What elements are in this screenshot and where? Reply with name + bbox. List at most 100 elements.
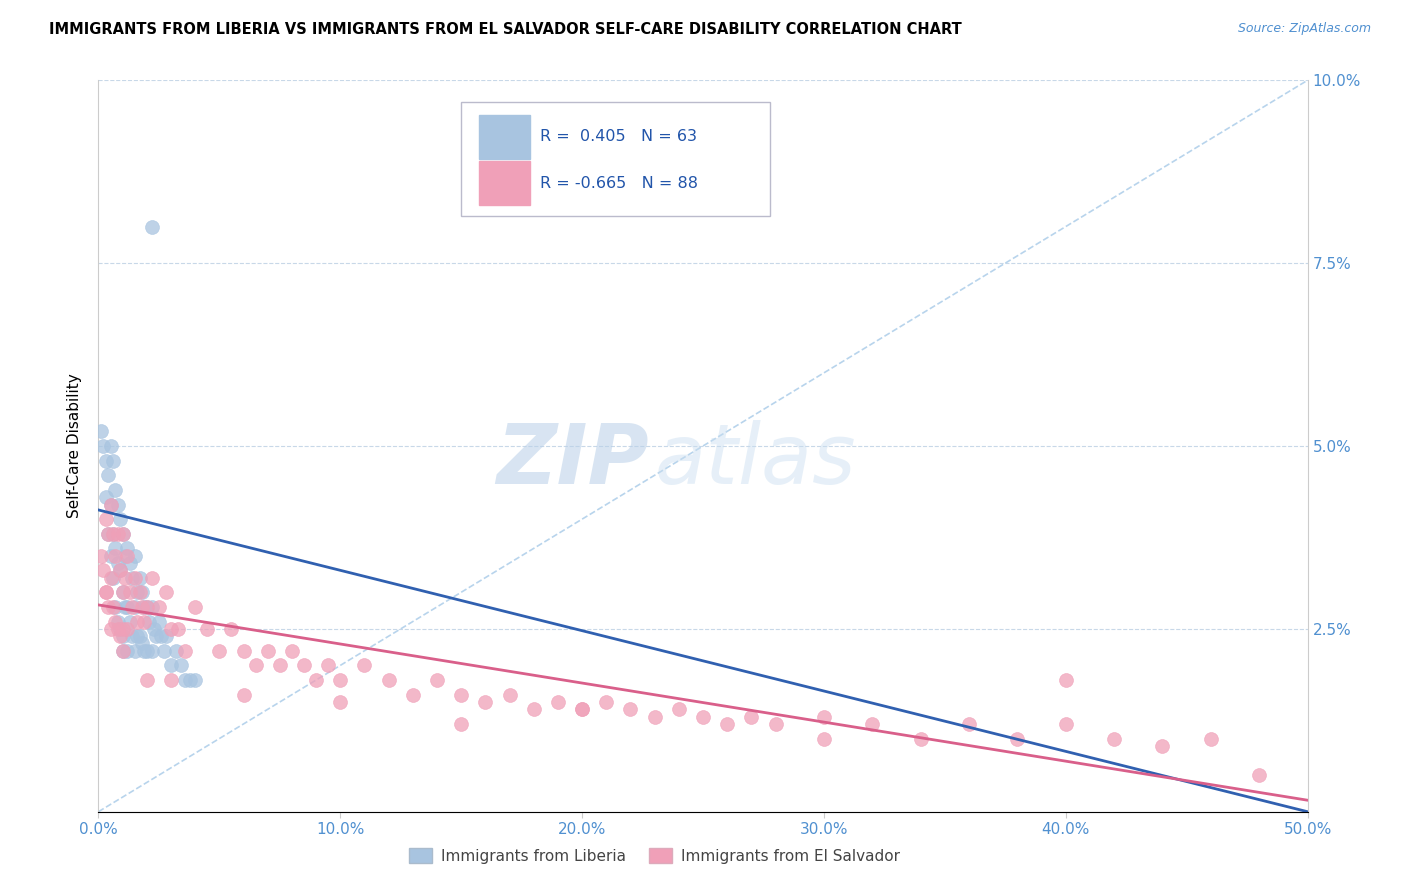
Point — [169, 658, 191, 673]
Point — [111, 622, 134, 636]
Point — [117, 599, 139, 614]
Point — [108, 563, 131, 577]
Point — [155, 629, 177, 643]
Point — [716, 717, 738, 731]
Point — [101, 526, 124, 541]
Point — [118, 615, 141, 629]
Point — [117, 644, 139, 658]
Point — [160, 658, 183, 673]
Point — [100, 622, 122, 636]
Point — [131, 599, 153, 614]
Point — [104, 549, 127, 563]
Point — [94, 585, 117, 599]
Point — [114, 571, 136, 585]
Point — [111, 585, 134, 599]
Point — [135, 673, 157, 687]
Point — [91, 439, 114, 453]
Point — [97, 526, 120, 541]
Point — [329, 695, 352, 709]
Point — [104, 615, 127, 629]
Point — [90, 549, 112, 563]
Point — [128, 571, 150, 585]
FancyBboxPatch shape — [479, 161, 530, 204]
Point — [107, 526, 129, 541]
Point — [111, 526, 134, 541]
Point — [498, 688, 520, 702]
Point — [104, 483, 127, 497]
Point — [128, 585, 150, 599]
Point — [765, 717, 787, 731]
Point — [450, 717, 472, 731]
Point — [100, 498, 122, 512]
Point — [114, 549, 136, 563]
Point — [141, 644, 163, 658]
Point — [256, 644, 278, 658]
Point — [141, 571, 163, 585]
Point — [329, 673, 352, 687]
Point — [316, 658, 339, 673]
Point — [571, 702, 593, 716]
Point — [957, 717, 980, 731]
Point — [184, 599, 207, 614]
Y-axis label: Self-Care Disability: Self-Care Disability — [67, 374, 83, 518]
FancyBboxPatch shape — [461, 103, 769, 216]
Point — [127, 585, 149, 599]
Point — [141, 599, 163, 614]
Point — [184, 673, 207, 687]
Point — [692, 709, 714, 723]
Point — [131, 636, 153, 650]
Point — [100, 549, 122, 563]
Point — [111, 644, 134, 658]
Point — [121, 599, 143, 614]
Point — [134, 644, 156, 658]
Point — [97, 468, 120, 483]
Point — [740, 709, 762, 723]
Point — [101, 571, 124, 585]
Point — [101, 599, 124, 614]
Point — [128, 629, 150, 643]
Point — [160, 673, 183, 687]
Point — [127, 629, 149, 643]
Point — [131, 585, 153, 599]
Point — [111, 644, 134, 658]
Point — [152, 644, 174, 658]
Point — [118, 556, 141, 570]
Point — [148, 599, 170, 614]
Point — [167, 622, 190, 636]
Point — [107, 556, 129, 570]
Point — [232, 688, 254, 702]
Point — [97, 526, 120, 541]
Point — [450, 688, 472, 702]
Point — [124, 644, 146, 658]
Legend: Immigrants from Liberia, Immigrants from El Salvador: Immigrants from Liberia, Immigrants from… — [404, 842, 907, 870]
Point — [619, 702, 641, 716]
Point — [160, 622, 183, 636]
Point — [179, 673, 201, 687]
Point — [547, 695, 569, 709]
Point — [1054, 717, 1077, 731]
Point — [143, 622, 166, 636]
Point — [124, 571, 146, 585]
Point — [813, 731, 835, 746]
Text: R = -0.665   N = 88: R = -0.665 N = 88 — [540, 176, 697, 191]
Point — [111, 629, 134, 643]
Point — [571, 702, 593, 716]
Point — [668, 702, 690, 716]
Point — [124, 599, 146, 614]
Point — [100, 498, 122, 512]
Point — [118, 585, 141, 599]
Point — [245, 658, 267, 673]
Point — [1007, 731, 1029, 746]
Point — [221, 622, 243, 636]
Point — [353, 658, 375, 673]
Point — [104, 541, 127, 556]
Text: Source: ZipAtlas.com: Source: ZipAtlas.com — [1237, 22, 1371, 36]
Point — [108, 512, 131, 526]
Point — [813, 709, 835, 723]
Text: IMMIGRANTS FROM LIBERIA VS IMMIGRANTS FROM EL SALVADOR SELF-CARE DISABILITY CORR: IMMIGRANTS FROM LIBERIA VS IMMIGRANTS FR… — [49, 22, 962, 37]
Point — [174, 644, 197, 658]
Point — [165, 644, 187, 658]
Point — [1054, 673, 1077, 687]
Point — [117, 622, 139, 636]
Point — [595, 695, 617, 709]
